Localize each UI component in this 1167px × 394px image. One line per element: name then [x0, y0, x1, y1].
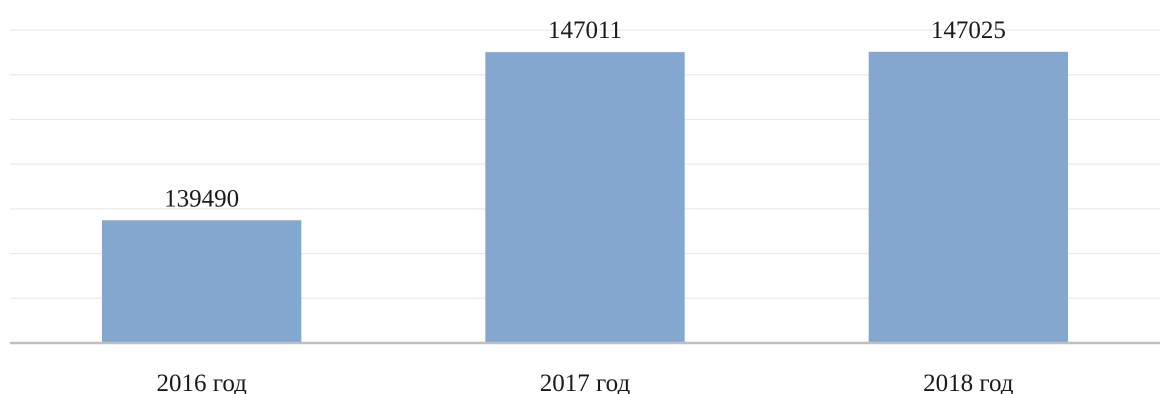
bars	[102, 51, 1068, 344]
bar-2017-год	[485, 52, 685, 344]
data-label: 147011	[548, 17, 622, 44]
x-tick-label: 2016 год	[156, 370, 247, 394]
bar-2018-год	[868, 51, 1068, 343]
data-label: 147025	[931, 17, 1006, 44]
data-label: 139490	[164, 185, 239, 212]
bar-2016-год	[102, 220, 302, 343]
data-labels: 139490 147011 147025	[164, 17, 1006, 212]
x-tick-label: 2018 год	[923, 370, 1014, 394]
x-tick-labels: 2016 год 2017 год 2018 год	[156, 370, 1013, 394]
x-tick-label: 2017 год	[540, 370, 631, 394]
